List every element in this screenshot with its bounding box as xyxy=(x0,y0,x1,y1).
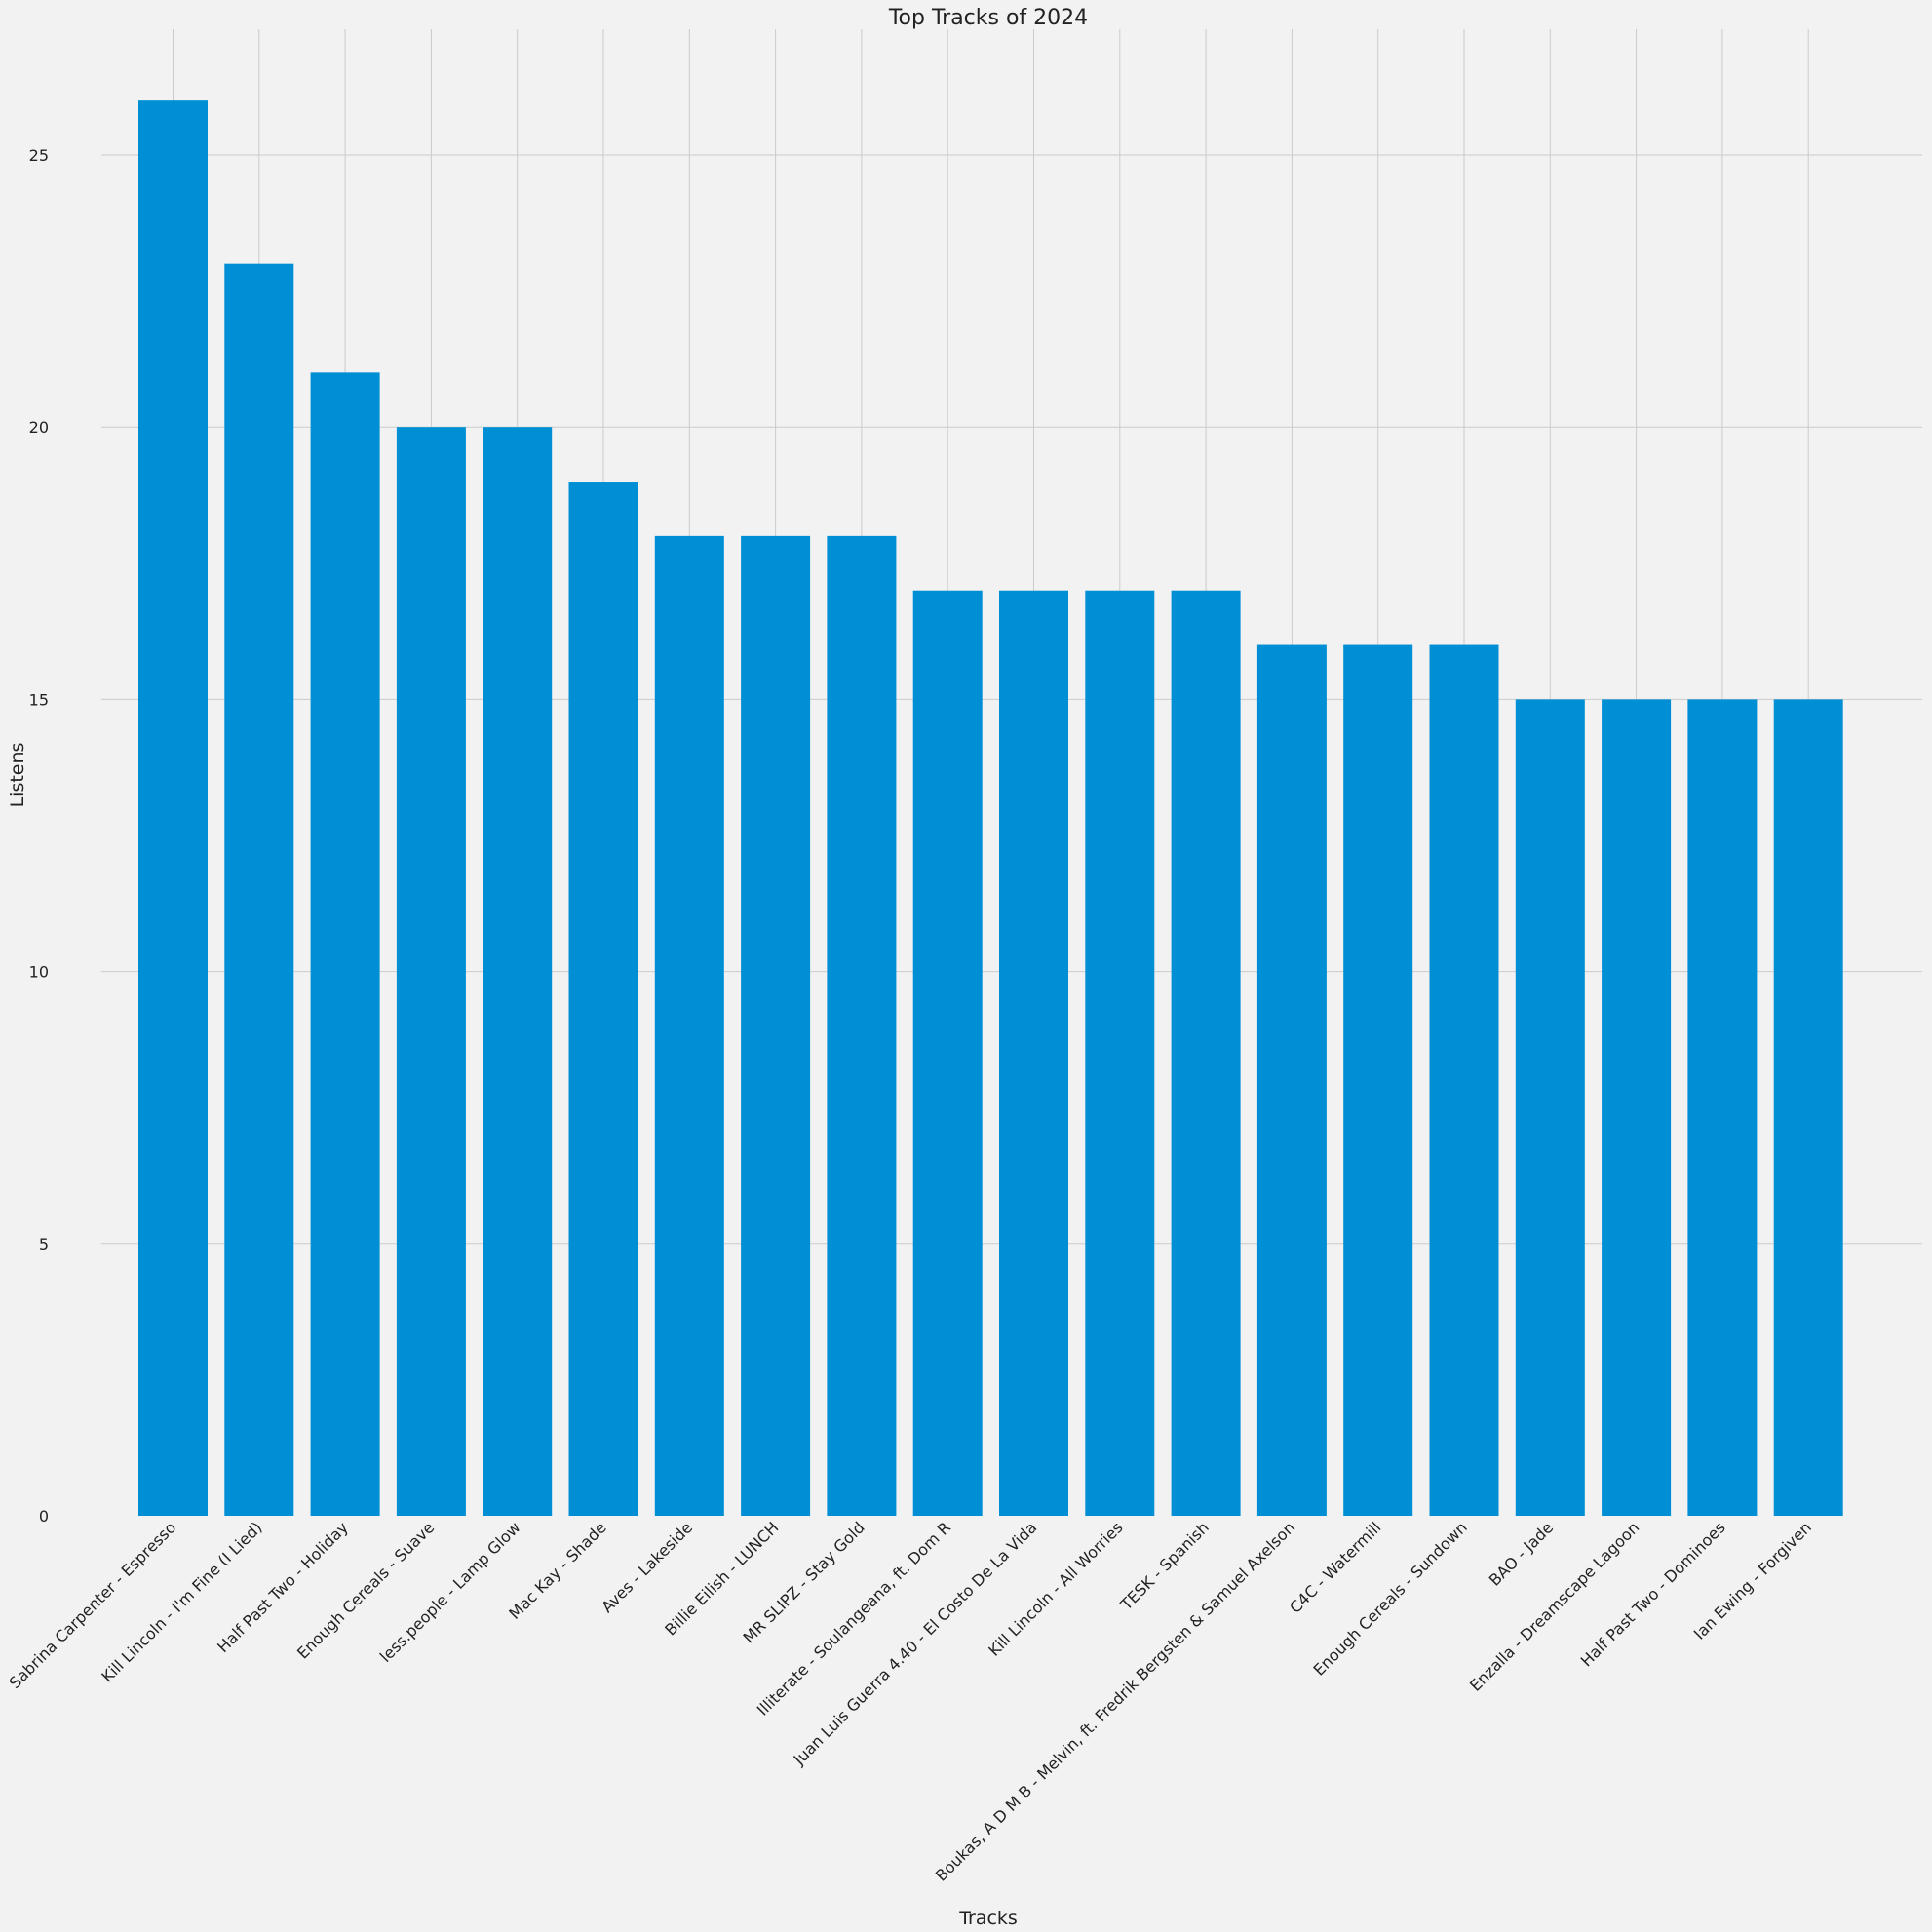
bar xyxy=(912,590,983,1516)
x-tick-label: TESK - Spanish xyxy=(1116,1518,1213,1614)
x-tick-label: Half Past Two - Dominoes xyxy=(1577,1518,1729,1670)
y-tick-label: 25 xyxy=(29,146,49,165)
bar xyxy=(1085,590,1155,1516)
x-tick-label: less.people - Lamp Glow xyxy=(376,1518,524,1666)
bar xyxy=(1773,699,1843,1516)
x-tick-label: Aves - Lakeside xyxy=(598,1518,696,1616)
bar xyxy=(1429,644,1499,1516)
bar xyxy=(483,427,553,1517)
bar xyxy=(1602,699,1672,1516)
y-tick-label: 20 xyxy=(29,418,49,437)
bar xyxy=(310,372,380,1516)
bar xyxy=(827,535,897,1516)
x-tick-label: BAO - Jade xyxy=(1486,1518,1557,1589)
x-axis-label: Tracks xyxy=(958,1908,1018,1929)
y-tick-labels: 0 5 10 15 20 25 xyxy=(29,146,49,1526)
bar xyxy=(568,482,638,1516)
x-tick-label: Enough Cereals - Suave xyxy=(293,1518,438,1662)
bar xyxy=(1687,699,1758,1516)
bar xyxy=(654,535,724,1516)
x-tick-label: Enzalla - Dreamscape Lagoon xyxy=(1466,1518,1642,1694)
x-tick-label: C4C - Watermill xyxy=(1286,1518,1384,1616)
x-tick-label: Illiterate - Soulangeana, ft. Dom R xyxy=(753,1518,954,1719)
bar xyxy=(1515,699,1585,1516)
bar xyxy=(1343,644,1413,1516)
bar xyxy=(741,535,811,1516)
x-tick-label: Kill Lincoln - I'm Fine (I Lied) xyxy=(97,1518,265,1685)
y-tick-label: 10 xyxy=(29,963,49,982)
y-tick-label: 15 xyxy=(29,690,49,709)
bar xyxy=(1256,644,1327,1516)
bars xyxy=(138,100,1843,1517)
bar xyxy=(1171,590,1241,1516)
bar xyxy=(999,590,1068,1516)
x-tick-label: Enough Cereals - Sundown xyxy=(1310,1518,1471,1679)
chart-title: Top Tracks of 2024 xyxy=(888,6,1088,30)
bar xyxy=(224,263,294,1517)
y-axis-label: Listens xyxy=(7,743,28,808)
y-tick-label: 0 xyxy=(39,1507,49,1526)
bar xyxy=(396,427,466,1517)
y-tick-label: 5 xyxy=(39,1235,49,1254)
x-tick-label: Sabrina Carpenter - Espresso xyxy=(6,1518,180,1692)
bar xyxy=(138,100,208,1516)
